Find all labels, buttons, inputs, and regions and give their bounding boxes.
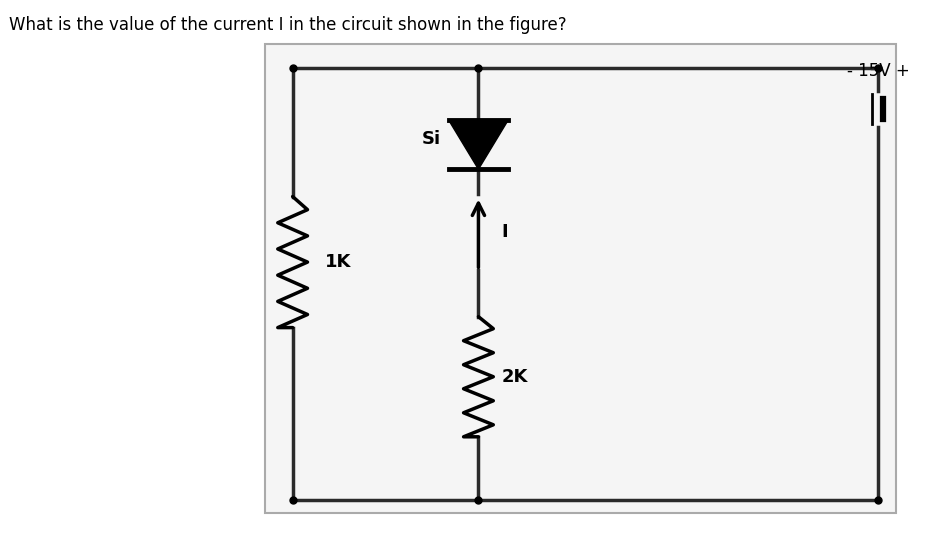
Text: 1K: 1K	[325, 253, 351, 271]
Text: What is the value of the current I in the circuit shown in the figure?: What is the value of the current I in th…	[9, 16, 566, 34]
Polygon shape	[448, 120, 508, 169]
Text: 2K: 2K	[501, 368, 527, 385]
FancyBboxPatch shape	[264, 44, 896, 513]
Text: I: I	[501, 223, 508, 241]
Text: Si: Si	[421, 130, 441, 148]
Text: - 15V +: - 15V +	[845, 62, 909, 80]
